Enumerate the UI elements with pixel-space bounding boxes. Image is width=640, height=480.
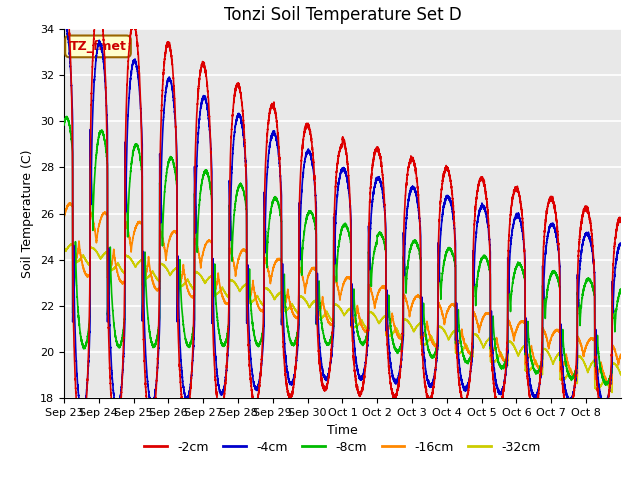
X-axis label: Time: Time [327,424,358,437]
Title: Tonzi Soil Temperature Set D: Tonzi Soil Temperature Set D [223,6,461,24]
Text: TZ_fmet: TZ_fmet [70,40,127,53]
Legend: -2cm, -4cm, -8cm, -16cm, -32cm: -2cm, -4cm, -8cm, -16cm, -32cm [140,436,545,459]
Y-axis label: Soil Temperature (C): Soil Temperature (C) [22,149,35,278]
